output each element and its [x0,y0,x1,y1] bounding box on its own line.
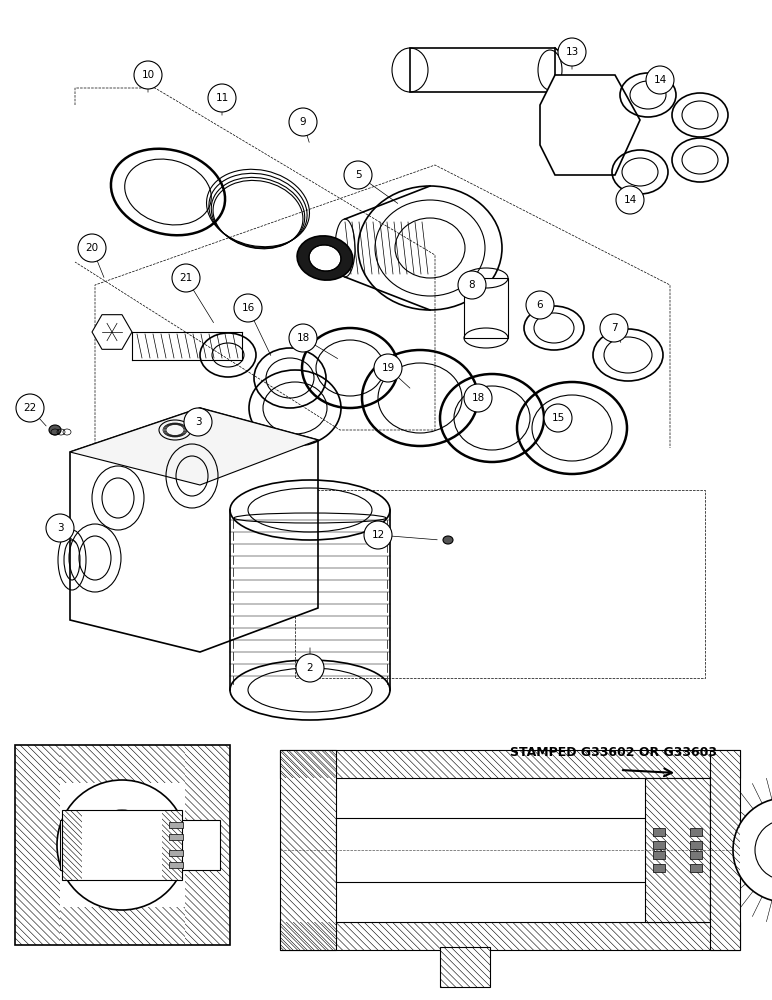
Bar [169,822,183,828]
Bar [653,851,665,859]
Polygon shape [733,800,735,900]
Circle shape [646,66,674,94]
Ellipse shape [443,536,453,544]
Text: 8: 8 [469,280,476,290]
Text: 12: 12 [371,530,384,540]
Text: 7: 7 [611,323,618,333]
Text: 20: 20 [86,243,99,253]
Circle shape [600,314,628,342]
Bar [710,750,740,950]
Text: 3: 3 [56,523,63,533]
Bar [169,850,183,856]
Circle shape [46,514,74,542]
Text: 5: 5 [354,170,361,180]
Text: 19: 19 [381,363,394,373]
Circle shape [184,408,212,436]
Circle shape [16,394,44,422]
Bar [440,947,490,987]
Text: 14: 14 [653,75,667,85]
Text: 15: 15 [551,413,564,423]
Text: 2: 2 [306,663,313,673]
Text: 11: 11 [215,93,229,103]
Circle shape [374,354,402,382]
Polygon shape [464,278,508,338]
Circle shape [289,108,317,136]
Circle shape [458,271,486,299]
Circle shape [208,84,236,112]
Bar [690,841,702,849]
Text: 21: 21 [179,273,193,283]
Polygon shape [540,75,640,175]
Circle shape [364,521,392,549]
Text: 9: 9 [300,117,306,127]
Bar [653,864,665,872]
Bar [169,834,183,840]
Circle shape [134,61,162,89]
Polygon shape [410,48,555,92]
Text: 13: 13 [565,47,579,57]
Bar [690,828,702,836]
Text: 18: 18 [472,393,485,403]
Circle shape [78,234,106,262]
Circle shape [172,264,200,292]
Circle shape [526,291,554,319]
Polygon shape [70,408,318,652]
Text: STAMPED G33602 OR G33603: STAMPED G33602 OR G33603 [510,746,717,758]
Bar [336,818,690,882]
Bar [653,828,665,836]
Circle shape [234,294,262,322]
Bar [690,864,702,872]
Circle shape [544,404,572,432]
Circle shape [344,161,372,189]
Text: 22: 22 [23,403,36,413]
Text: 18: 18 [296,333,310,343]
Text: 6: 6 [537,300,543,310]
Circle shape [733,798,772,902]
Text: 10: 10 [141,70,154,80]
Circle shape [296,654,324,682]
Ellipse shape [49,425,61,435]
Bar [62,810,182,880]
Bar [169,862,183,868]
Circle shape [57,780,187,910]
Bar [653,841,665,849]
Bar [280,750,740,778]
Circle shape [616,186,644,214]
Bar [690,851,702,859]
Text: 16: 16 [242,303,255,313]
Ellipse shape [309,245,341,271]
Bar [645,778,710,922]
Circle shape [289,324,317,352]
Polygon shape [70,408,318,485]
Bar [280,750,336,950]
Circle shape [464,384,492,412]
Text: 14: 14 [623,195,637,205]
Bar [60,820,220,870]
Ellipse shape [297,236,353,280]
Bar [280,922,740,950]
Text: 3: 3 [195,417,201,427]
Circle shape [558,38,586,66]
Bar [15,745,230,945]
